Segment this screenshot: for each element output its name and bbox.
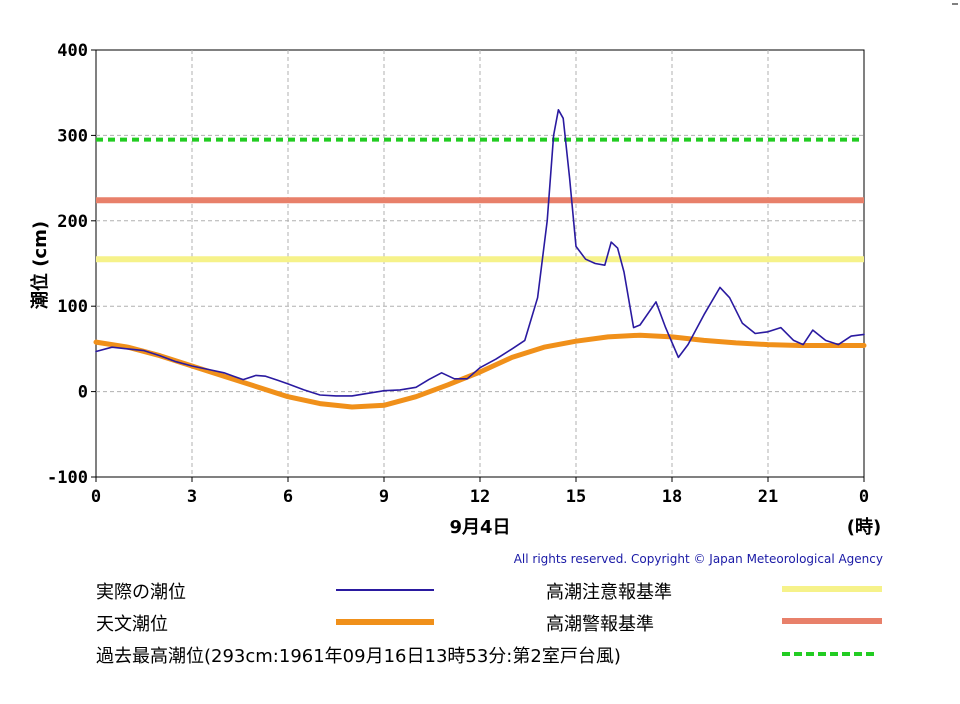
legend-label-record: 過去最高潮位(293cm:1961年09月16日13時53分:第2室戸台風) bbox=[96, 646, 621, 667]
x-tick-label: 9 bbox=[379, 487, 389, 507]
grid bbox=[96, 50, 864, 477]
y-tick-label: 0 bbox=[78, 383, 88, 403]
series-line bbox=[95, 109, 865, 397]
legend-label-actual: 実際の潮位 bbox=[96, 582, 186, 603]
reference-lines bbox=[96, 137, 864, 263]
y-tick-label: 400 bbox=[57, 41, 88, 61]
x-tick-labels: 0 3 6 9 12 15 18 21 0 bbox=[91, 477, 869, 507]
x-tick-label: 12 bbox=[470, 487, 490, 507]
x-tick-label: 0 bbox=[91, 487, 101, 507]
x-tick-label: 3 bbox=[187, 487, 197, 507]
series-group bbox=[93, 109, 867, 410]
y-tick-labels: 400 300 200 100 0 -100 bbox=[47, 41, 96, 488]
date-label: 9月4日 bbox=[449, 517, 510, 538]
legend-swatch-actual bbox=[336, 589, 434, 591]
y-axis-label: 潮位 (cm) bbox=[29, 221, 51, 309]
y-tick-label: 100 bbox=[57, 297, 88, 317]
legend-swatch-record bbox=[782, 652, 874, 656]
x-tick-label: 21 bbox=[758, 487, 778, 507]
x-tick-label: 15 bbox=[566, 487, 586, 507]
x-tick-label: 6 bbox=[283, 487, 293, 507]
x-tick-label: 0 bbox=[859, 487, 869, 507]
series-line bbox=[93, 332, 867, 410]
legend-swatch-caution bbox=[782, 586, 882, 592]
x-tick-label: 18 bbox=[662, 487, 682, 507]
y-tick-label: -100 bbox=[47, 468, 88, 488]
legend-label-warning: 高潮警報基準 bbox=[546, 614, 654, 635]
legend-label-caution: 高潮注意報基準 bbox=[546, 582, 672, 603]
y-tick-label: 200 bbox=[57, 212, 88, 232]
y-tick-label: 300 bbox=[57, 126, 88, 146]
legend-swatch-warning bbox=[782, 618, 882, 624]
copyright-text: All rights reserved. Copyright © Japan M… bbox=[514, 552, 883, 566]
x-unit-label: (時) bbox=[847, 517, 881, 538]
legend-label-astronomical: 天文潮位 bbox=[96, 614, 168, 635]
legend-swatch-astronomical bbox=[336, 619, 434, 625]
